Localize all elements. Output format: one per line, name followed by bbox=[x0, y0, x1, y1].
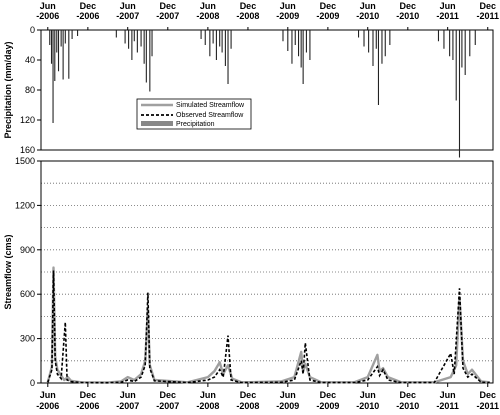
flow-y-axis: 0 300 600 900 1200 1500 bbox=[15, 156, 41, 388]
flow-gridlines bbox=[41, 182, 493, 362]
precip-ytick-label: 40 bbox=[25, 55, 35, 65]
top-xtick-month: Dec bbox=[479, 1, 496, 11]
bottom-x-axis-ticks: Jun-2006Dec-2006Jun-2007Dec-2007Jun-2008… bbox=[36, 383, 499, 411]
precip-ytick-label: 160 bbox=[20, 145, 35, 155]
top-xtick-month: Dec bbox=[80, 1, 97, 11]
legend-label-precip: Precipitation bbox=[176, 121, 215, 128]
bottom-xtick-year: -2006 bbox=[76, 401, 99, 411]
precip-y-axis: 0 40 80 120 160 bbox=[20, 25, 41, 155]
top-xtick-year: -2008 bbox=[236, 11, 259, 21]
bottom-xtick-year: -2007 bbox=[116, 401, 139, 411]
simulated-streamflow-line bbox=[46, 266, 490, 384]
bottom-xtick-year: -2009 bbox=[276, 401, 299, 411]
top-xtick-year: -2008 bbox=[196, 11, 219, 21]
flow-ytick-label: 1500 bbox=[15, 156, 35, 166]
precip-y-axis-title: Precipitation (mm/day) bbox=[3, 41, 13, 138]
bottom-xtick-month: Jun bbox=[120, 390, 136, 400]
bottom-xtick-month: Jun bbox=[440, 390, 456, 400]
bottom-xtick-month: Dec bbox=[80, 390, 97, 400]
bottom-xtick-year: -2011 bbox=[476, 401, 499, 411]
top-xtick-year: -2007 bbox=[116, 11, 139, 21]
flow-ytick-label: 0 bbox=[30, 378, 35, 388]
precip-ytick-label: 120 bbox=[20, 115, 35, 125]
bottom-xtick-month: Dec bbox=[160, 390, 177, 400]
top-xtick-month: Jun bbox=[440, 1, 456, 11]
precip-ytick-label: 0 bbox=[30, 25, 35, 35]
bottom-xtick-year: -2011 bbox=[436, 401, 459, 411]
bottom-xtick-month: Jun bbox=[360, 390, 376, 400]
bottom-xtick-year: -2006 bbox=[36, 401, 59, 411]
top-xtick-month: Jun bbox=[200, 1, 216, 11]
precip-ytick-label: 80 bbox=[25, 85, 35, 95]
top-xtick-year: -2006 bbox=[36, 11, 59, 21]
top-xtick-year: -2009 bbox=[276, 11, 299, 21]
bottom-xtick-month: Dec bbox=[320, 390, 337, 400]
bottom-xtick-month: Dec bbox=[240, 390, 257, 400]
top-xtick-year: -2011 bbox=[436, 11, 459, 21]
bottom-xtick-year: -2009 bbox=[316, 401, 339, 411]
top-xtick-year: -2010 bbox=[396, 11, 419, 21]
top-xtick-month: Dec bbox=[240, 1, 257, 11]
bottom-xtick-year: -2008 bbox=[236, 401, 259, 411]
bottom-xtick-year: -2008 bbox=[196, 401, 219, 411]
top-xtick-year: -2010 bbox=[356, 11, 379, 21]
flow-ytick-label: 900 bbox=[20, 245, 35, 255]
bottom-xtick-year: -2010 bbox=[356, 401, 379, 411]
top-xtick-month: Jun bbox=[120, 1, 136, 11]
flow-ytick-label: 1200 bbox=[15, 200, 35, 210]
flow-y-axis-title: Streamflow (cms) bbox=[3, 234, 13, 309]
observed-streamflow-line bbox=[47, 270, 490, 384]
top-x-axis-ticks: Jun-2006Dec-2006Jun-2007Dec-2007Jun-2008… bbox=[36, 1, 499, 30]
bottom-xtick-month: Dec bbox=[479, 390, 496, 400]
bottom-xtick-month: Jun bbox=[40, 390, 56, 400]
top-xtick-month: Jun bbox=[40, 1, 56, 11]
precip-plot-frame bbox=[40, 29, 494, 151]
top-xtick-month: Jun bbox=[360, 1, 376, 11]
legend-label-observed: Observed Streamflow bbox=[176, 112, 244, 119]
bottom-xtick-month: Jun bbox=[200, 390, 216, 400]
bottom-xtick-year: -2010 bbox=[396, 401, 419, 411]
top-xtick-year: -2007 bbox=[156, 11, 179, 21]
flow-ytick-label: 300 bbox=[20, 334, 35, 344]
top-xtick-year: -2006 bbox=[76, 11, 99, 21]
bottom-xtick-month: Dec bbox=[400, 390, 417, 400]
top-xtick-month: Dec bbox=[320, 1, 337, 11]
top-xtick-month: Dec bbox=[160, 1, 177, 11]
bottom-xtick-month: Jun bbox=[280, 390, 296, 400]
top-xtick-month: Jun bbox=[280, 1, 296, 11]
legend: Simulated Streamflow Observed Streamflow… bbox=[136, 98, 252, 130]
legend-swatch-precip bbox=[141, 121, 173, 126]
top-xtick-year: -2011 bbox=[476, 11, 499, 21]
precip-bars bbox=[49, 30, 476, 158]
bottom-xtick-year: -2007 bbox=[156, 401, 179, 411]
top-xtick-year: -2009 bbox=[316, 11, 339, 21]
legend-label-simulated: Simulated Streamflow bbox=[176, 102, 245, 109]
flow-ytick-label: 600 bbox=[20, 289, 35, 299]
top-xtick-month: Dec bbox=[400, 1, 417, 11]
